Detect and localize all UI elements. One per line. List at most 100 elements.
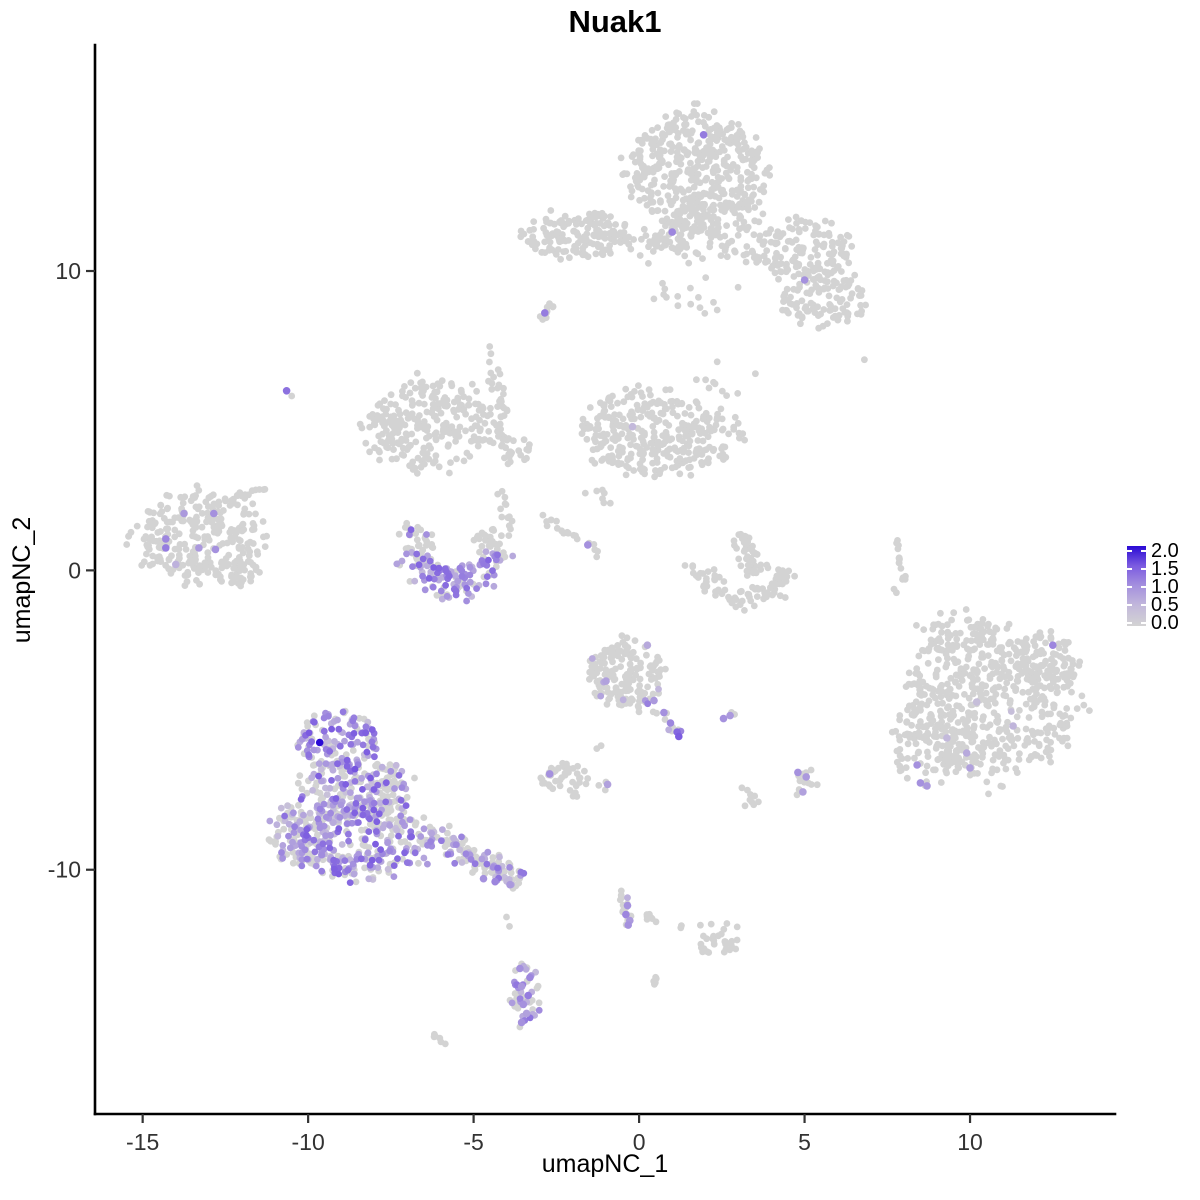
cell-point (591, 663, 599, 671)
cell-point (952, 671, 960, 679)
cell-point (462, 427, 469, 435)
cell-point (682, 120, 690, 128)
cell-point (210, 509, 218, 518)
cell-point (265, 836, 273, 844)
cell-point (660, 183, 667, 190)
cell-point (498, 513, 506, 521)
cell-point (181, 540, 189, 548)
cell-point (668, 228, 676, 236)
cell-point (657, 139, 665, 147)
cell-point (445, 822, 453, 830)
cell-point (669, 409, 677, 417)
cell-point (408, 410, 416, 418)
cell-point (649, 239, 657, 247)
cell-point (848, 290, 856, 298)
cell-point (979, 636, 987, 644)
cell-point (372, 840, 379, 848)
cell-point (1015, 756, 1023, 763)
cell-point (734, 203, 742, 211)
cell-point (785, 216, 792, 224)
cell-point (198, 510, 206, 517)
cell-point (603, 780, 612, 789)
cell-point (481, 436, 488, 443)
cell-point (315, 772, 322, 780)
cell-point (393, 560, 401, 568)
cell-point (809, 276, 817, 283)
cell-point (430, 564, 437, 571)
cell-point (776, 233, 784, 241)
cell-point (406, 816, 414, 823)
cell-point (627, 441, 634, 449)
cell-point (353, 794, 361, 802)
cell-point (930, 732, 938, 740)
cell-point (644, 410, 651, 418)
cell-point (681, 426, 689, 434)
cell-point (1028, 668, 1035, 676)
cell-point (359, 804, 367, 812)
cell-point (443, 592, 451, 600)
cell-point (420, 825, 428, 833)
cell-point (352, 800, 360, 807)
cell-point (370, 799, 378, 807)
cell-point (944, 680, 951, 688)
cell-point (624, 434, 632, 442)
cell-point (1004, 672, 1012, 679)
cell-point (552, 777, 559, 785)
cell-point (682, 432, 689, 439)
cell-point (966, 647, 974, 655)
cell-point (676, 435, 683, 443)
cell-point (692, 249, 700, 256)
cell-point (918, 690, 926, 698)
cell-point (730, 537, 738, 545)
cell-point (691, 423, 698, 431)
cell-point (347, 741, 355, 748)
cell-point (723, 126, 731, 134)
cell-point (452, 841, 460, 848)
cell-point (973, 759, 981, 766)
cell-point (720, 147, 728, 154)
cell-point (679, 223, 687, 230)
cell-point (635, 151, 643, 158)
cell-point (239, 544, 246, 551)
cell-point (607, 403, 615, 410)
cell-point (215, 570, 222, 578)
cell-point (498, 532, 505, 540)
cell-point (777, 253, 784, 261)
cell-point (463, 584, 471, 592)
cell-point (681, 410, 689, 417)
cell-point (1063, 676, 1071, 684)
cell-point (913, 622, 920, 629)
cell-point (573, 793, 581, 800)
cell-point (368, 726, 376, 734)
cell-point (710, 206, 718, 214)
cell-point (641, 470, 648, 478)
cell-point (965, 616, 973, 624)
cell-point (824, 278, 831, 286)
cell-point (386, 417, 394, 424)
cell-point (546, 300, 553, 307)
cell-point (421, 586, 429, 594)
cell-point (665, 422, 673, 429)
cell-point (413, 369, 421, 377)
colorbar-tick-label: 1.0 (1151, 576, 1179, 598)
cell-point (654, 189, 662, 197)
cell-point (494, 551, 501, 559)
cell-point (655, 164, 663, 172)
cell-point (741, 802, 749, 810)
cell-point (922, 737, 930, 744)
cell-point (676, 455, 684, 462)
cell-point (1038, 708, 1046, 716)
cell-point (480, 560, 487, 568)
cell-point (744, 786, 751, 794)
cell-point (672, 124, 680, 131)
cell-point (505, 532, 513, 539)
cell-point (328, 777, 335, 784)
cell-point (991, 751, 999, 759)
cell-point (239, 520, 247, 528)
cell-point (614, 459, 622, 467)
cell-point (611, 411, 618, 419)
cell-point (917, 718, 924, 725)
cell-point (798, 244, 806, 252)
cell-point (468, 425, 476, 433)
cell-point (710, 169, 717, 177)
